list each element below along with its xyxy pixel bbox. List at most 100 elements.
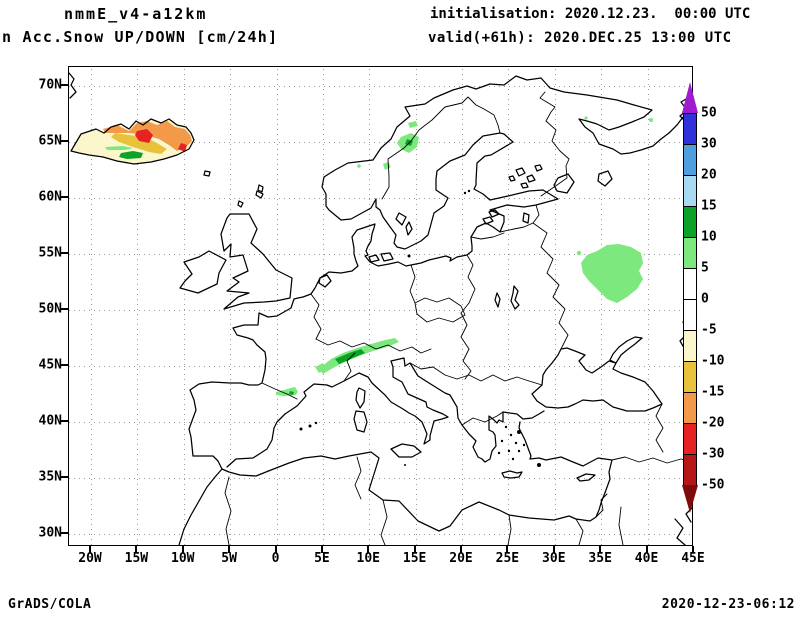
map-gridlines bbox=[69, 67, 692, 545]
gridline-lon bbox=[554, 67, 556, 545]
gridline-lat bbox=[69, 142, 692, 143]
gridline-lon bbox=[647, 67, 649, 545]
colorbar-segment bbox=[683, 175, 697, 207]
snow-patch-pyrenees bbox=[276, 389, 298, 396]
lon-tick bbox=[552, 546, 555, 553]
snow-patch-alps bbox=[287, 338, 399, 394]
colorbar-tick--30: -30 bbox=[701, 446, 725, 462]
map-frame bbox=[68, 66, 693, 546]
colorbar-tick-20: 20 bbox=[701, 167, 717, 183]
gridline-lat bbox=[69, 478, 692, 479]
colorbar-segment bbox=[683, 392, 697, 424]
colorbar-segment bbox=[683, 423, 697, 455]
lat-label-40N: 40N bbox=[38, 413, 62, 429]
lat-label-50N: 50N bbox=[38, 301, 62, 317]
gridline-lon bbox=[415, 67, 417, 545]
lon-label-15W: 15W bbox=[124, 551, 149, 566]
lat-tick bbox=[61, 364, 68, 366]
product-title: n Acc.Snow UP/DOWN [cm/24h] bbox=[2, 28, 279, 46]
colorbar-segment bbox=[683, 237, 697, 269]
lat-tick bbox=[61, 140, 68, 142]
small-islands bbox=[299, 189, 541, 467]
lat-label-55N: 55N bbox=[38, 245, 62, 261]
lon-label-45E: 45E bbox=[681, 551, 705, 566]
gridline-lat bbox=[69, 198, 692, 199]
lon-label-40E: 40E bbox=[634, 551, 659, 566]
gridline-lon bbox=[91, 67, 92, 545]
creation-timestamp: 2020-12-23-06:12 bbox=[661, 597, 795, 612]
snow-patch-iceland bbox=[70, 118, 195, 165]
snow-patch-russia bbox=[576, 116, 653, 303]
lat-label-45N: 45N bbox=[38, 357, 62, 373]
lon-tick bbox=[691, 546, 694, 553]
lon-tick bbox=[367, 546, 370, 553]
colorbar-tick--15: -15 bbox=[701, 384, 725, 400]
gridline-lon bbox=[601, 67, 603, 545]
gridline-lat bbox=[69, 310, 692, 311]
lat-tick bbox=[61, 196, 68, 198]
lat-tick bbox=[61, 420, 68, 422]
colorbar-segment bbox=[683, 206, 697, 238]
gridline-lat bbox=[69, 534, 692, 535]
lat-label-30N: 30N bbox=[38, 525, 62, 541]
lat-tick bbox=[61, 84, 68, 86]
gridline-lon bbox=[137, 67, 139, 545]
lon-tick bbox=[460, 546, 463, 553]
lon-tick bbox=[228, 546, 231, 553]
lon-tick bbox=[274, 546, 277, 553]
lon-label-25E: 25E bbox=[495, 551, 520, 566]
lon-tick bbox=[181, 546, 184, 553]
lon-tick bbox=[413, 546, 416, 553]
lat-label-70N: 70N bbox=[38, 77, 62, 93]
colorbar-tick-0: 0 bbox=[701, 291, 709, 307]
lon-label-10W: 10W bbox=[171, 551, 195, 566]
lon-label-0: 0 bbox=[271, 551, 280, 566]
lat-tick bbox=[61, 476, 68, 478]
europe-coastline-map bbox=[69, 72, 692, 545]
colorbar-segment bbox=[683, 330, 697, 362]
lat-tick bbox=[61, 532, 68, 534]
colorbar-segment bbox=[683, 299, 697, 331]
model-title: nmmE_v4-a12km bbox=[64, 5, 208, 23]
lon-tick bbox=[320, 546, 323, 553]
gridline-lon bbox=[230, 67, 232, 545]
lon-label-35E: 35E bbox=[588, 551, 612, 566]
colorbar-tick-50: 50 bbox=[701, 105, 717, 121]
lon-label-20E: 20E bbox=[449, 551, 473, 566]
gridline-lon bbox=[276, 67, 278, 545]
valid-time-label: valid(+61h): 2020.DEC.25 13:00 UTC bbox=[428, 30, 732, 46]
gridline-lat bbox=[69, 86, 692, 87]
colorbar-tick-5: 5 bbox=[701, 260, 709, 276]
lat-label-65N: 65N bbox=[38, 133, 62, 149]
lat-tick bbox=[61, 252, 68, 254]
gridline-lon bbox=[369, 67, 371, 545]
gridline-lat bbox=[69, 254, 692, 255]
gridline-lon bbox=[462, 67, 464, 545]
lon-tick bbox=[599, 546, 602, 553]
lon-label-20W: 20W bbox=[78, 551, 102, 566]
colorbar-tick-30: 30 bbox=[701, 136, 717, 152]
lon-tick bbox=[135, 546, 138, 553]
colorbar-tick--50: -50 bbox=[701, 477, 725, 493]
lat-tick bbox=[61, 308, 68, 310]
gridline-lon bbox=[183, 67, 185, 545]
lon-label-10E: 10E bbox=[356, 551, 380, 566]
gridline-lat bbox=[69, 422, 692, 423]
country-borders bbox=[224, 91, 692, 545]
grads-credit: GrADS/COLA bbox=[8, 597, 92, 612]
lon-label-15E: 15E bbox=[402, 551, 427, 566]
colorbar-segment bbox=[683, 268, 697, 300]
lon-tick bbox=[645, 546, 648, 553]
colorbar-segment bbox=[683, 361, 697, 393]
lat-label-35N: 35N bbox=[38, 469, 62, 485]
colorbar-tick-15: 15 bbox=[701, 198, 717, 214]
gridline-lon bbox=[508, 67, 510, 545]
colorbar-tick--5: -5 bbox=[701, 322, 717, 338]
lon-tick bbox=[89, 546, 91, 553]
lon-tick bbox=[506, 546, 509, 553]
lon-label-5E: 5E bbox=[314, 551, 330, 566]
colorbar-arrow-up bbox=[682, 82, 698, 113]
colorbar-tick-10: 10 bbox=[701, 229, 717, 245]
lat-label-60N: 60N bbox=[38, 189, 62, 205]
